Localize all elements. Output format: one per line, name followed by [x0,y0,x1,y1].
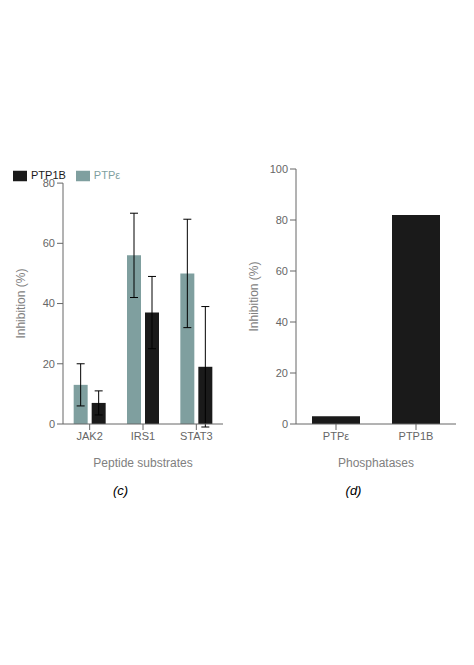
svg-text:Inhibition (%): Inhibition (%) [14,268,28,338]
svg-text:40: 40 [43,297,55,309]
svg-text:0: 0 [282,417,288,429]
svg-text:40: 40 [276,315,288,327]
svg-text:100: 100 [270,162,288,174]
svg-text:IRS1: IRS1 [131,429,155,441]
svg-text:Phosphatases: Phosphatases [338,456,414,470]
svg-text:60: 60 [43,237,55,249]
svg-text:60: 60 [276,264,288,276]
svg-text:80: 80 [276,213,288,225]
svg-text:0: 0 [49,417,55,429]
svg-text:80: 80 [43,176,55,188]
svg-text:JAK2: JAK2 [77,429,103,441]
svg-text:STAT3: STAT3 [180,429,213,441]
svg-text:Inhibition (%): Inhibition (%) [247,261,261,331]
svg-text:PTP1B: PTP1B [399,429,434,441]
svg-text:20: 20 [43,357,55,369]
svg-text:PTPε: PTPε [323,429,349,441]
svg-text:20: 20 [276,366,288,378]
svg-text:Peptide substrates: Peptide substrates [93,456,192,470]
